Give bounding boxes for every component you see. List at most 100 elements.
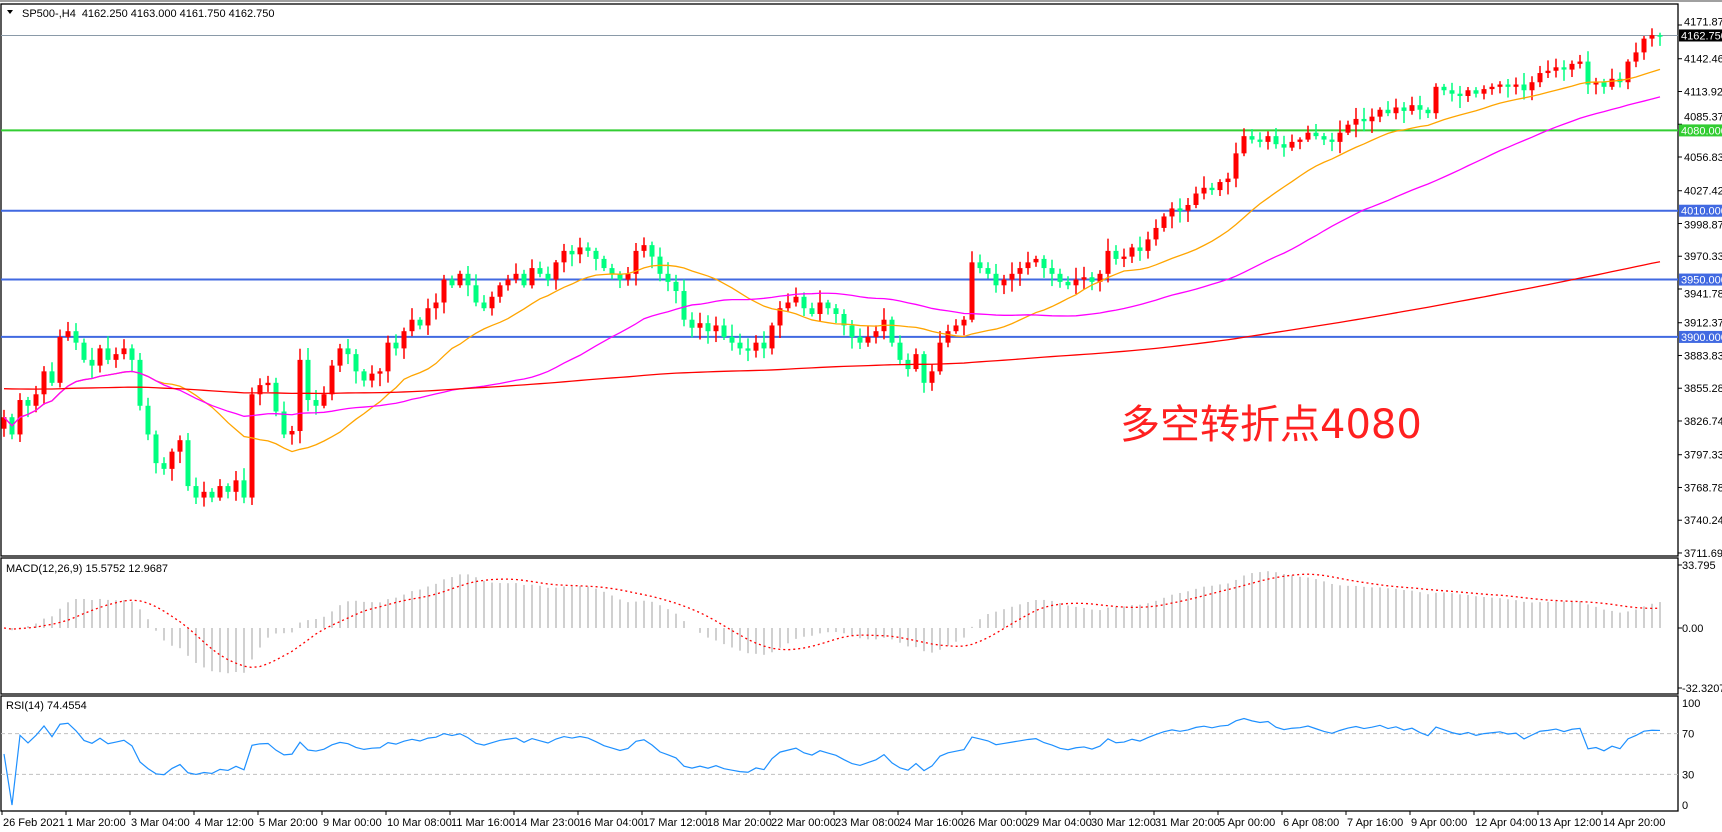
candle — [929, 364, 935, 391]
candle — [425, 298, 431, 335]
price-tick-label: 4027.420 — [1684, 186, 1722, 198]
time-tick-label: 29 Mar 04:00 — [1027, 817, 1092, 829]
candle — [1313, 124, 1319, 140]
candle-body — [1585, 61, 1591, 85]
candle — [1289, 134, 1295, 151]
candle — [1545, 60, 1551, 78]
candle — [561, 243, 567, 273]
candle-body — [569, 250, 575, 255]
candle — [1361, 107, 1367, 132]
candle — [193, 477, 199, 504]
candle-body — [689, 319, 695, 328]
candle — [433, 293, 439, 320]
candle — [1273, 127, 1279, 149]
candle — [161, 457, 167, 475]
candle-body — [713, 325, 719, 332]
candle — [1457, 85, 1463, 109]
candle — [1625, 59, 1631, 90]
candle — [585, 242, 591, 257]
candle-body — [1553, 67, 1559, 71]
candle-body — [769, 325, 775, 349]
ma-slow-line — [3, 261, 1661, 395]
panel-border-2 — [0, 695, 1679, 812]
candle-body — [1593, 82, 1599, 85]
candle-body — [265, 382, 271, 386]
rsi-panel — [1, 717, 1678, 806]
price-tick-label: 3797.330 — [1684, 450, 1722, 462]
collapse-triangle-icon[interactable] — [7, 10, 13, 14]
candle — [1481, 85, 1487, 100]
candle-body — [561, 250, 567, 263]
price-tick-label: 3855.285 — [1684, 383, 1722, 395]
candle — [737, 333, 743, 355]
candle-body — [65, 331, 71, 337]
candle — [1521, 73, 1527, 100]
candle — [545, 266, 551, 287]
candle-body — [1097, 273, 1103, 282]
candle-body — [673, 281, 679, 292]
candle-body — [1641, 38, 1647, 53]
candle-body — [793, 296, 799, 303]
candle — [521, 269, 527, 288]
candle — [641, 237, 647, 258]
rsi-line — [3, 717, 1661, 806]
level-tag-label: 3950.000 — [1681, 275, 1722, 287]
candle — [1105, 238, 1111, 283]
candle-body — [1201, 187, 1207, 194]
candle-body — [1425, 109, 1431, 114]
candle — [745, 338, 751, 362]
candle — [273, 377, 279, 417]
candle — [1081, 266, 1087, 290]
candle-body — [201, 491, 207, 498]
price-tick-label: 3912.375 — [1684, 318, 1722, 330]
candle — [689, 312, 695, 338]
candle — [513, 263, 519, 284]
candle — [729, 324, 735, 351]
candle — [1585, 51, 1591, 94]
ma-mid-line — [3, 96, 1661, 427]
candle — [1649, 28, 1655, 47]
candle-body — [809, 308, 815, 314]
candle — [1209, 182, 1215, 195]
candle — [1145, 231, 1151, 259]
candle — [129, 344, 135, 373]
candle-body — [1089, 277, 1095, 282]
candle — [713, 316, 719, 343]
candle-body — [1281, 144, 1287, 148]
candle — [65, 321, 71, 341]
candle — [137, 352, 143, 411]
candle-body — [1009, 273, 1015, 280]
level-tag-label: 3900.000 — [1681, 332, 1722, 344]
candle-body — [73, 331, 79, 343]
time-tick-label: 26 Mar 00:00 — [963, 817, 1028, 829]
candle-body — [761, 342, 767, 349]
candle-body — [1, 417, 7, 429]
candle-body — [1569, 63, 1575, 70]
candle — [113, 347, 119, 368]
candle-body — [393, 342, 399, 349]
candle — [169, 448, 175, 481]
candle-body — [1081, 277, 1087, 280]
candle-body — [1153, 227, 1159, 240]
candle-body — [1217, 182, 1223, 191]
candle-body — [825, 302, 831, 309]
candle-body — [1225, 178, 1231, 183]
annotation-text: 多空转折点4080 — [1120, 402, 1422, 448]
candle — [625, 266, 631, 286]
candle-body — [409, 319, 415, 332]
candle — [881, 308, 887, 340]
candle-body — [473, 285, 479, 303]
candle — [721, 318, 727, 341]
candle-body — [1161, 216, 1167, 228]
candle — [537, 261, 543, 278]
time-tick-label: 6 Apr 08:00 — [1283, 817, 1339, 829]
candle — [1281, 135, 1287, 157]
candle — [1465, 87, 1471, 102]
time-tick-label: 5 Apr 00:00 — [1219, 817, 1275, 829]
candle — [1225, 172, 1231, 195]
candle-body — [753, 342, 759, 351]
candle — [465, 265, 471, 297]
candle — [1217, 179, 1223, 196]
candle-body — [721, 325, 727, 337]
